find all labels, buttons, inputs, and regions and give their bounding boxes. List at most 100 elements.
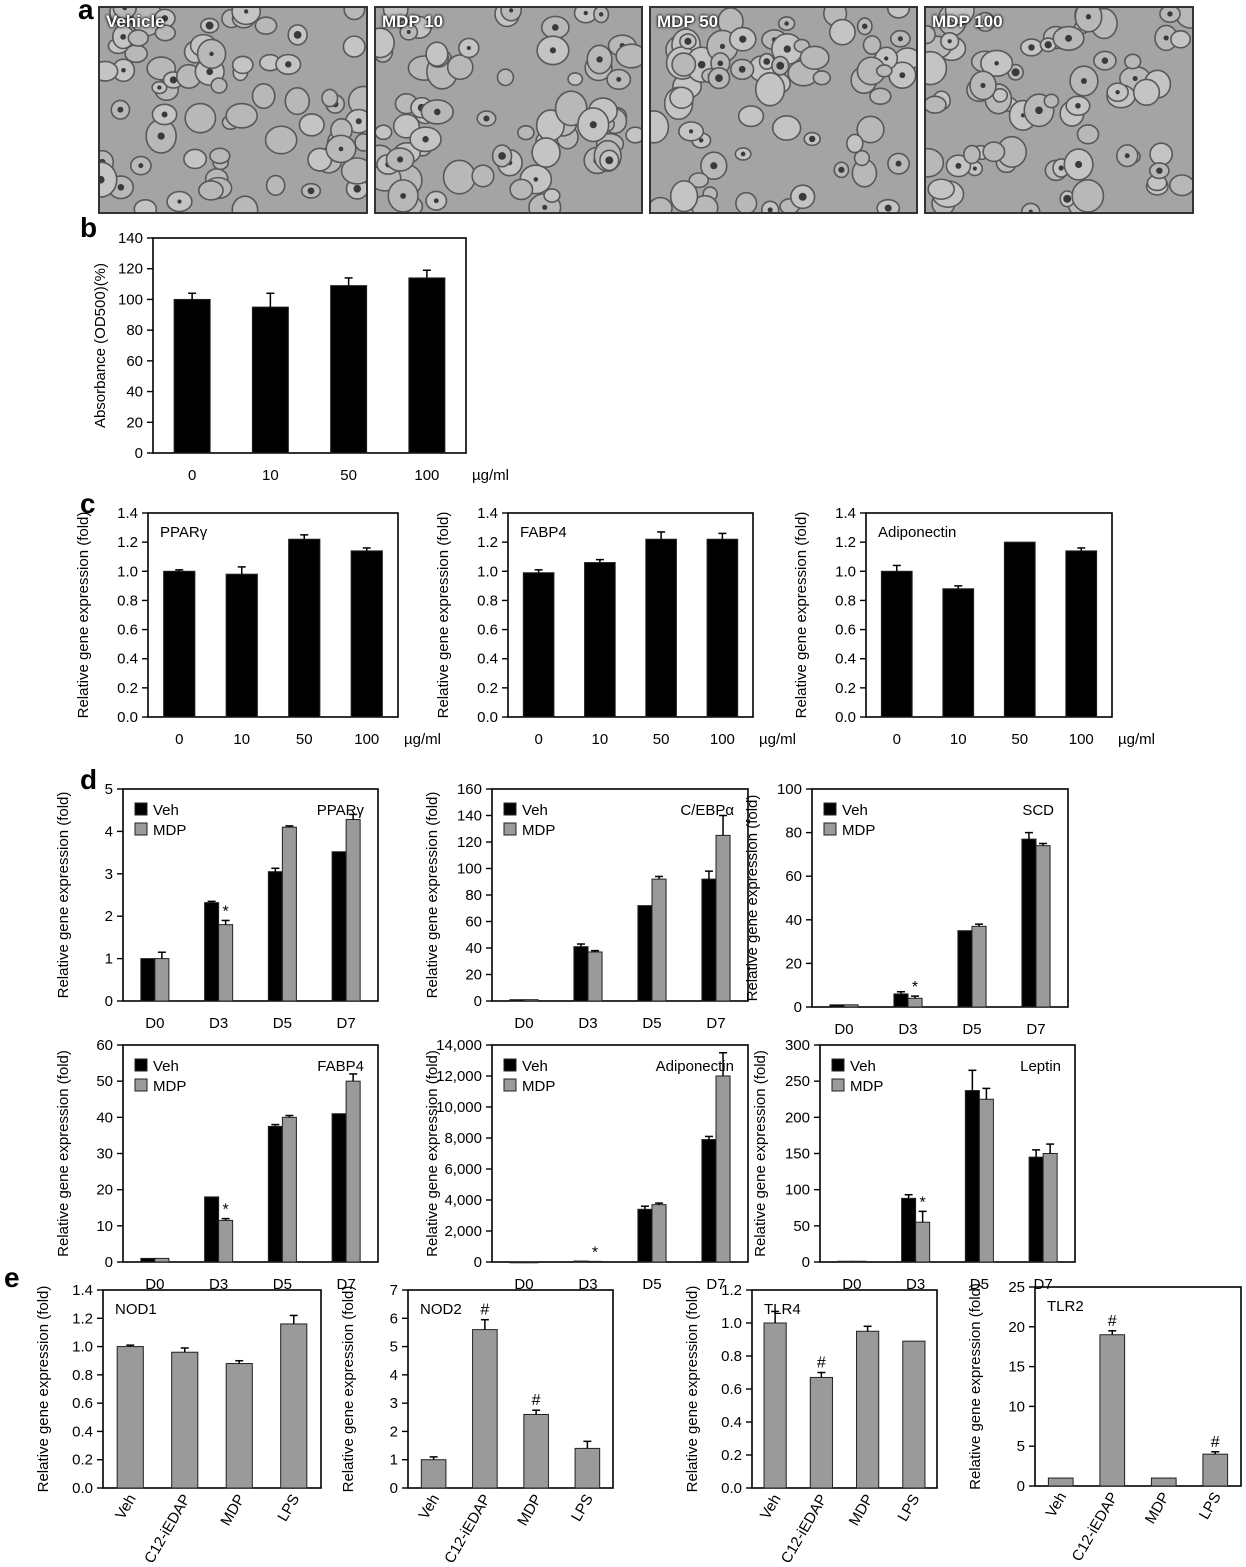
y-tick-label: 300: [785, 1037, 810, 1054]
bar: [706, 538, 739, 718]
bar: [901, 1197, 917, 1263]
cell-nucleus: [688, 129, 694, 134]
bar: [522, 572, 555, 718]
bar: [281, 1116, 297, 1263]
y-tick-label: 250: [785, 1073, 810, 1090]
bar: [971, 925, 987, 1008]
significance-star: *: [912, 979, 918, 996]
legend-label: MDP: [842, 822, 875, 839]
y-tick-label: 100: [118, 291, 143, 308]
legend-swatch: [503, 1078, 517, 1092]
bar: [1202, 1453, 1229, 1487]
bar: [288, 538, 321, 718]
bar: [978, 1098, 994, 1263]
chart-e1: 0.0 0.2 0.4 0.6 0.8 1.0 1.2 1.4 Relative gene ex…: [35, 1282, 322, 1566]
significance-hash: #: [532, 1392, 541, 1409]
bar: [345, 1080, 361, 1263]
x-tick-label: D7: [337, 1015, 356, 1032]
cell-shape: [112, 8, 137, 20]
bar: [204, 902, 220, 1002]
bar: [837, 1260, 853, 1263]
y-tick-label: 140: [118, 230, 143, 247]
cell-shape: [298, 113, 325, 137]
cell-shape: [446, 54, 474, 81]
legend-label: Veh: [522, 1058, 548, 1075]
y-tick-label: 0.6: [721, 1381, 742, 1398]
bar: [651, 1204, 667, 1263]
bar: [218, 1219, 234, 1263]
plot-frame: [811, 788, 1069, 1008]
micrograph-mdp-100: MDP 100: [924, 6, 1194, 214]
x-tick-label: 100: [710, 731, 735, 748]
legend-swatch: [134, 1078, 148, 1092]
cell-shape: [321, 88, 339, 108]
micrograph-texture: [651, 8, 916, 212]
bar: [637, 1208, 653, 1263]
cell-shape: [100, 60, 119, 82]
x-tick-label: C12-iEDAP: [778, 1492, 831, 1567]
cell-shape: [760, 200, 780, 212]
x-tick-label: 50: [1011, 731, 1028, 748]
y-tick-label: 50: [96, 1073, 113, 1090]
bar: [472, 1329, 498, 1489]
cell-nucleus: [307, 187, 315, 195]
cell-nucleus: [767, 207, 773, 212]
panel-letter-d: d: [80, 764, 98, 795]
cell-nucleus: [177, 199, 182, 204]
plot-frame: [102, 1289, 322, 1489]
bar: [116, 1346, 144, 1489]
y-tick-label: 3: [105, 866, 113, 883]
x-tick-label: D3: [209, 1015, 228, 1032]
y-tick-label: 160: [457, 781, 482, 798]
x-tick-label: D7: [337, 1276, 356, 1293]
bar: [218, 924, 234, 1002]
y-tick-label: 25: [1008, 1279, 1025, 1296]
x-tick-label: D0: [145, 1276, 164, 1293]
y-tick-label: 40: [785, 912, 802, 929]
y-tick-label: 0: [794, 999, 802, 1016]
cell-nucleus: [1132, 76, 1138, 82]
cell-nucleus: [117, 183, 125, 191]
y-tick-label: 60: [465, 914, 482, 931]
cell-shape: [869, 87, 892, 105]
cell-shape: [737, 105, 765, 128]
bar: [420, 1459, 447, 1489]
y-tick-label: 0.8: [721, 1348, 742, 1365]
bar: [1065, 550, 1098, 718]
cell-nucleus: [243, 9, 249, 14]
x-tick-label: D3: [898, 1021, 917, 1038]
cell-nucleus: [157, 132, 165, 140]
x-tick-label: D5: [273, 1276, 292, 1293]
x-tick-label: D7: [706, 1276, 725, 1293]
y-tick-label: 1.2: [721, 1282, 742, 1299]
cell-nucleus: [466, 45, 471, 51]
y-tick-label: 0: [135, 445, 143, 462]
bar: [523, 1413, 549, 1489]
chart-d6: 0 50 100 150 200 250 300 Relative gene expressi…: [752, 1037, 1076, 1293]
y-tick-label: 0.6: [117, 622, 138, 639]
cell-shape: [1071, 178, 1105, 212]
y-axis-label: Relative gene expression (fold): [55, 1050, 72, 1257]
cell-shape: [615, 43, 641, 69]
y-tick-label: 0.8: [835, 592, 856, 609]
cell-shape: [531, 137, 561, 168]
micrograph-label: MDP 10: [382, 12, 444, 31]
bar: [173, 298, 211, 454]
x-tick-label: 10: [233, 731, 250, 748]
cell-nucleus: [895, 160, 902, 167]
x-tick-label: LPS: [274, 1492, 303, 1525]
cell-nucleus: [980, 82, 986, 89]
cell-shape: [688, 172, 710, 189]
legend-label: Veh: [522, 802, 548, 819]
cell-nucleus: [1075, 102, 1081, 109]
bar: [574, 1447, 601, 1489]
x-tick-label: D7: [706, 1015, 725, 1032]
cell-shape: [184, 102, 217, 134]
bar: [851, 1260, 867, 1263]
y-tick-label: 6: [390, 1310, 398, 1327]
y-tick-label: 140: [457, 808, 482, 825]
cell-shape: [926, 25, 936, 45]
cell-shape: [340, 157, 366, 185]
cell-shape: [651, 110, 670, 144]
